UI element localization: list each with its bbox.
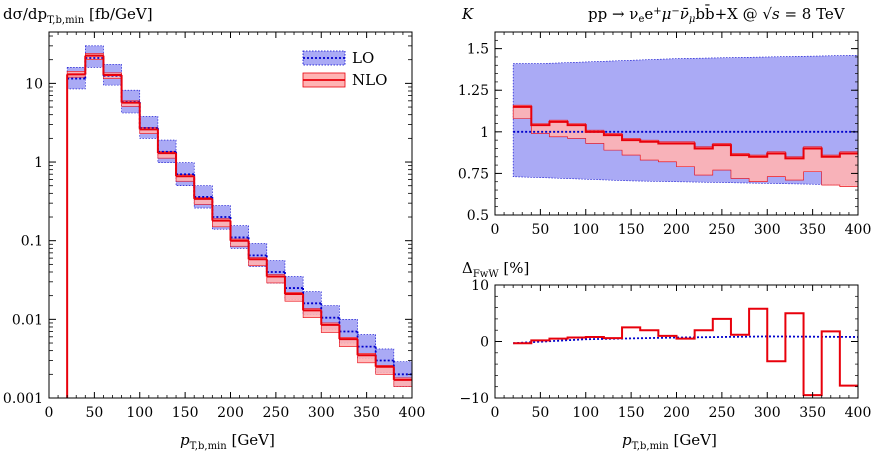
fww-ytick-label: 10 (471, 278, 489, 294)
main-xlabel: pT,b,min [GeV] (180, 431, 275, 452)
fww-xlabel-unit: [GeV] (669, 431, 717, 449)
title-part-3-sup: − (671, 6, 679, 17)
process-title: pp → νee+μ−ν̄μbb̄+X @ √s = 8 TeV (588, 5, 846, 25)
title-part-2: e (644, 5, 653, 23)
fww-xtick-label: 250 (709, 405, 736, 421)
k-axes: 0 50 100 150 200 250 300 350 400 0.5 0.75 1 1.25 1.5 (458, 32, 872, 238)
k-ytick-label: 1 (480, 125, 489, 141)
k-ytick-label: 1.25 (458, 83, 489, 99)
fww-ylabel: ΔFwW [%] (462, 259, 529, 280)
nlo-band-bin-18 (393, 377, 412, 387)
main-xtick-label: 50 (85, 405, 103, 421)
title-part-1-sub: e (638, 14, 644, 25)
legend-lo-label: LO (352, 49, 374, 67)
k-ytick-label: 0.75 (458, 166, 489, 182)
fww-xtick-label: 350 (799, 405, 826, 421)
main-ylabel: dσ/dpT,b,min [fb/GeV] (3, 5, 153, 26)
fww-ytick-label: −10 (459, 391, 489, 407)
k-xtick-label: 250 (709, 222, 736, 238)
main-xtick-label: 350 (353, 405, 380, 421)
fww-panel: ΔFwW [%] 0 50 100 150 200 250 300 350 400−10010 … (459, 259, 871, 452)
main-xtick-label: 300 (308, 405, 335, 421)
main-xtick-label: 250 (263, 405, 290, 421)
k-xtick-label: 400 (845, 222, 872, 238)
main-bands (66, 45, 412, 387)
main-ytick-label: 0.001 (3, 391, 43, 407)
main-ytick-label: 10 (25, 76, 43, 92)
fww-ylabel-text: Δ (462, 259, 473, 277)
main-ylabel-sub: T,b,min (47, 15, 85, 26)
main-panel: dσ/dpT,b,min [fb/GeV] 0 50 100 150 200 250 300… (3, 5, 425, 452)
fww-xtick-label: 100 (572, 405, 599, 421)
fww-xtick-label: 400 (845, 405, 872, 421)
title-part-6: √s (762, 5, 780, 23)
main-ytick-label: 0.1 (21, 234, 43, 250)
k-xtick-label: 350 (799, 222, 826, 238)
main-xlabel-text: p (180, 431, 190, 449)
k-xtick-label: 0 (491, 222, 500, 238)
k-nlo-band (512, 104, 858, 188)
main-xlabel-unit: [GeV] (227, 431, 275, 449)
main-xtick-label: 0 (45, 405, 54, 421)
k-ylabel: K (461, 5, 474, 23)
k-ytick-label: 1.5 (467, 42, 489, 58)
fww-xtick-label: 300 (754, 405, 781, 421)
fww-ylabel-sub: FwW (473, 269, 499, 280)
title-part-3: μ (662, 5, 672, 23)
legend-nlo-label: NLO (352, 71, 387, 89)
main-xtick-label: 150 (172, 405, 199, 421)
fww-xtick-label: 200 (663, 405, 690, 421)
main-ytick-label: 1 (34, 155, 43, 171)
main-xlabel-sub: T,b,min (190, 441, 228, 452)
main-xtick-label: 400 (399, 405, 426, 421)
fww-ylabel-unit: [%] (499, 259, 530, 277)
k-xtick-label: 50 (531, 222, 549, 238)
main-lines (66, 54, 412, 398)
k-ytick-label: 0.5 (467, 208, 489, 224)
main-xtick-label: 100 (126, 405, 153, 421)
main-ytick-label: 0.01 (12, 312, 43, 328)
fww-xlabel-sub: T,b,min (632, 441, 670, 452)
title-part-5: bb̄+X @ (695, 5, 762, 23)
k-xtick-label: 100 (572, 222, 599, 238)
main-axes: 0 50 100 150 200 250 300 350 400 0.001 0.01 0.1 1 10 (3, 32, 425, 421)
legend: LO NLO (302, 49, 387, 89)
fww-nlo-line (513, 307, 858, 397)
k-panel: K pp → νee+μ−ν̄μbb̄+X @ √s = 8 TeV 0 50 10… (458, 5, 872, 238)
fww-xlabel: pT,b,min [GeV] (622, 431, 717, 452)
fww-lines (513, 307, 858, 397)
title-part-4: ν̄ (680, 5, 689, 23)
k-xtick-label: 150 (618, 222, 645, 238)
fww-xtick-label: 50 (531, 405, 549, 421)
main-ylabel-text: dσ/dp (3, 5, 47, 23)
k-xtick-label: 200 (663, 222, 690, 238)
main-ylabel-unit: [fb/GeV] (84, 5, 152, 23)
main-xtick-label: 200 (217, 405, 244, 421)
fww-xlabel-text: p (622, 431, 632, 449)
title-part-4-sub: μ (689, 14, 696, 25)
k-lines (513, 105, 858, 160)
fww-xtick-label: 0 (491, 405, 500, 421)
k-xtick-label: 300 (754, 222, 781, 238)
fww-ytick-label: 0 (480, 335, 489, 351)
title-part-7: = 8 TeV (780, 5, 846, 23)
fww-lo-line (513, 335, 858, 345)
title-part-2-sup: + (653, 6, 661, 17)
k-nlo-line (513, 105, 858, 160)
title-part-1: pp → ν (588, 5, 638, 23)
fww-xtick-label: 150 (618, 405, 645, 421)
